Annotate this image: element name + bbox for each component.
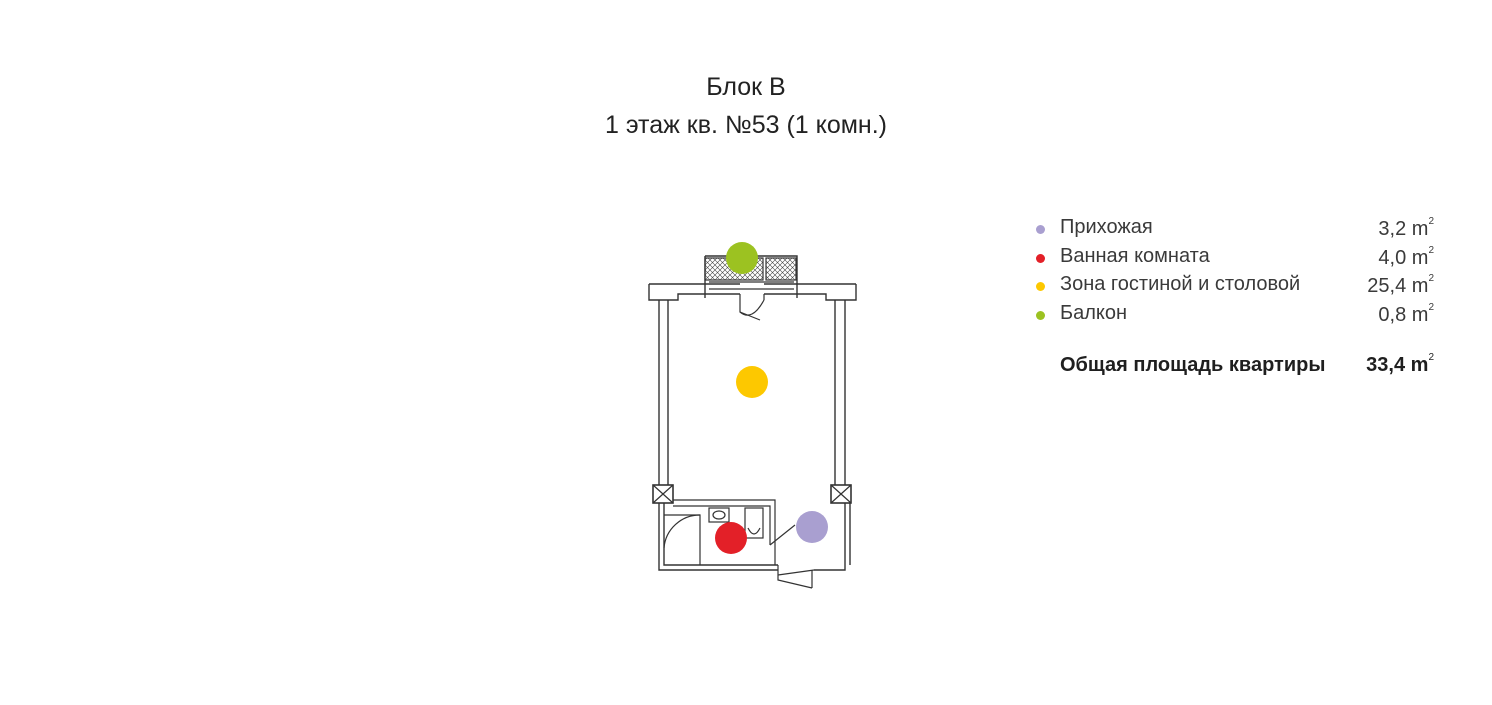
title-apartment: 1 этаж кв. №53 (1 комн.) [604, 111, 888, 139]
marker-bathroom [715, 522, 747, 554]
legend-item: Ванная комната 4,0 m2 [1034, 245, 1434, 274]
legend-item: Зона гостиной и столовой 25,4 m2 [1034, 273, 1434, 302]
marker-hallway [796, 511, 828, 543]
marker-living [736, 366, 768, 398]
total-area-row: Общая площадь квартиры 33,4 m2 [1034, 352, 1434, 384]
legend-area: 25,4 m2 [1367, 273, 1434, 297]
legend-item: Балкон 0,8 m2 [1034, 302, 1434, 331]
legend-area: 4,0 m2 [1378, 244, 1434, 269]
legend-area: 3,2 m2 [1378, 216, 1434, 240]
column-right [830, 484, 852, 504]
floor-plan [648, 242, 857, 589]
legend-label: Прихожая [1060, 216, 1153, 238]
legend-dot-balcony [1036, 310, 1045, 320]
legend-item: Прихожая 3,2 m2 [1034, 216, 1434, 245]
legend-dot-living [1036, 282, 1045, 291]
legend-dot-bathroom [1036, 253, 1045, 263]
legend-label: Зона гостиной и столовой [1060, 273, 1301, 295]
marker-balcony [726, 242, 758, 274]
sink [708, 507, 730, 523]
column-left [652, 484, 674, 504]
page-title: Блок В 1 этаж кв. №53 (1 комн.) [0, 68, 1492, 144]
legend-dot-hallway [1036, 225, 1045, 234]
legend-area: 0,8 m2 [1378, 301, 1434, 326]
legend-label: Балкон [1060, 301, 1128, 324]
title-block: Блок В [706, 73, 786, 101]
balcony-planter-right [765, 257, 797, 281]
total-area-value: 33,4 m2 [1366, 352, 1434, 376]
total-area-label: Общая площадь квартиры [1060, 354, 1326, 376]
legend-label: Ванная комната [1060, 244, 1210, 267]
legend: Прихожая 3,2 m2 Ванная комната 4,0 m2 Зо… [1034, 216, 1434, 384]
